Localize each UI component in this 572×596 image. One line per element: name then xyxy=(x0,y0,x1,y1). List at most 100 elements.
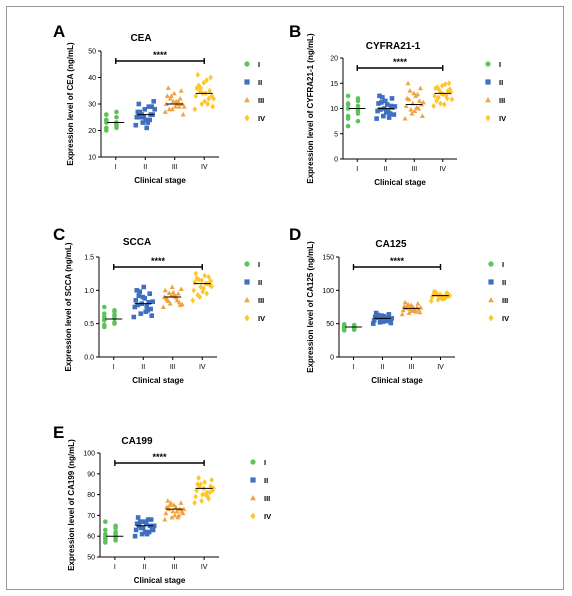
data-point xyxy=(202,479,207,486)
data-point xyxy=(437,87,442,94)
x-tick-label: III xyxy=(172,164,178,171)
data-point xyxy=(195,292,201,298)
data-point xyxy=(168,500,174,505)
legend-marker xyxy=(244,297,250,303)
data-point xyxy=(143,117,149,123)
data-point xyxy=(433,85,438,92)
data-point xyxy=(355,118,361,124)
data-point xyxy=(136,101,142,107)
y-tick-label: 50 xyxy=(326,321,334,328)
data-point xyxy=(168,93,174,99)
panel-letter: D xyxy=(289,225,301,244)
data-point xyxy=(206,95,212,102)
data-point xyxy=(139,531,145,537)
legend-marker xyxy=(488,314,494,322)
data-point xyxy=(210,103,215,110)
data-point xyxy=(386,312,392,317)
data-point xyxy=(149,313,154,318)
x-tick-label: IV xyxy=(439,166,446,173)
x-axis-label: Clinical stage xyxy=(134,576,186,585)
data-point xyxy=(417,309,423,315)
data-point xyxy=(113,535,118,541)
data-point xyxy=(193,93,199,100)
legend-label: I xyxy=(258,260,260,269)
data-point xyxy=(204,77,210,84)
data-point xyxy=(113,531,118,537)
data-point xyxy=(378,107,383,112)
legend-marker xyxy=(244,279,250,285)
data-point xyxy=(113,525,118,531)
data-point xyxy=(449,96,455,103)
data-point xyxy=(414,104,420,110)
data-point xyxy=(137,519,143,524)
data-point xyxy=(166,106,172,112)
x-axis-label: Clinical stage xyxy=(132,376,184,385)
panel-letter: E xyxy=(53,423,64,442)
data-point xyxy=(132,304,138,310)
data-point xyxy=(162,109,168,114)
data-point xyxy=(206,495,211,502)
y-tick-label: 15 xyxy=(330,81,338,88)
y-tick-label: 40 xyxy=(88,75,96,82)
series-i xyxy=(103,519,124,545)
legend-marker xyxy=(488,279,494,285)
data-point xyxy=(391,112,397,117)
data-point xyxy=(176,104,182,109)
data-point xyxy=(102,304,107,310)
data-point xyxy=(138,114,144,120)
data-point xyxy=(102,311,107,316)
data-point xyxy=(193,493,198,500)
y-tick-label: 50 xyxy=(88,49,96,56)
data-point xyxy=(134,114,140,120)
data-point xyxy=(135,515,141,520)
x-tick-label: IV xyxy=(201,164,208,171)
legend-marker xyxy=(244,97,250,103)
data-point xyxy=(196,474,201,481)
x-tick-label: II xyxy=(141,364,145,371)
data-point xyxy=(144,531,150,537)
x-tick-label: I xyxy=(114,564,116,571)
data-point xyxy=(178,286,184,291)
legend-marker xyxy=(250,512,256,520)
data-point xyxy=(447,292,453,299)
data-point xyxy=(376,314,382,320)
data-point xyxy=(104,117,109,123)
data-point xyxy=(205,101,211,107)
data-point xyxy=(114,109,119,115)
chart-title: SCCA xyxy=(123,237,151,248)
data-point xyxy=(169,514,175,520)
y-tick-label: 20 xyxy=(88,128,96,135)
data-point xyxy=(436,293,442,300)
data-point xyxy=(383,317,389,322)
data-point xyxy=(143,309,149,314)
data-point xyxy=(207,87,213,94)
data-point xyxy=(444,95,450,102)
data-point xyxy=(407,88,413,93)
data-point xyxy=(202,272,208,279)
legend-label: II xyxy=(502,278,506,287)
data-point xyxy=(169,284,175,289)
data-point xyxy=(208,483,213,490)
data-point xyxy=(412,108,418,113)
data-point xyxy=(103,527,108,533)
data-point xyxy=(355,98,361,104)
panel-letter: B xyxy=(289,22,301,41)
data-point xyxy=(381,314,387,319)
data-point xyxy=(146,300,152,305)
data-point xyxy=(409,110,415,116)
data-point xyxy=(134,288,140,293)
series-iv xyxy=(431,80,455,109)
data-point xyxy=(194,487,199,494)
data-point xyxy=(385,108,391,113)
data-point xyxy=(177,96,183,101)
data-point xyxy=(167,301,173,306)
data-point xyxy=(171,90,177,96)
data-point xyxy=(141,284,147,290)
y-tick-label: 80 xyxy=(87,492,95,499)
data-point xyxy=(173,504,179,510)
data-point xyxy=(431,288,437,295)
data-point xyxy=(345,106,351,111)
significance-label: **** xyxy=(151,256,166,266)
data-point xyxy=(145,120,151,125)
